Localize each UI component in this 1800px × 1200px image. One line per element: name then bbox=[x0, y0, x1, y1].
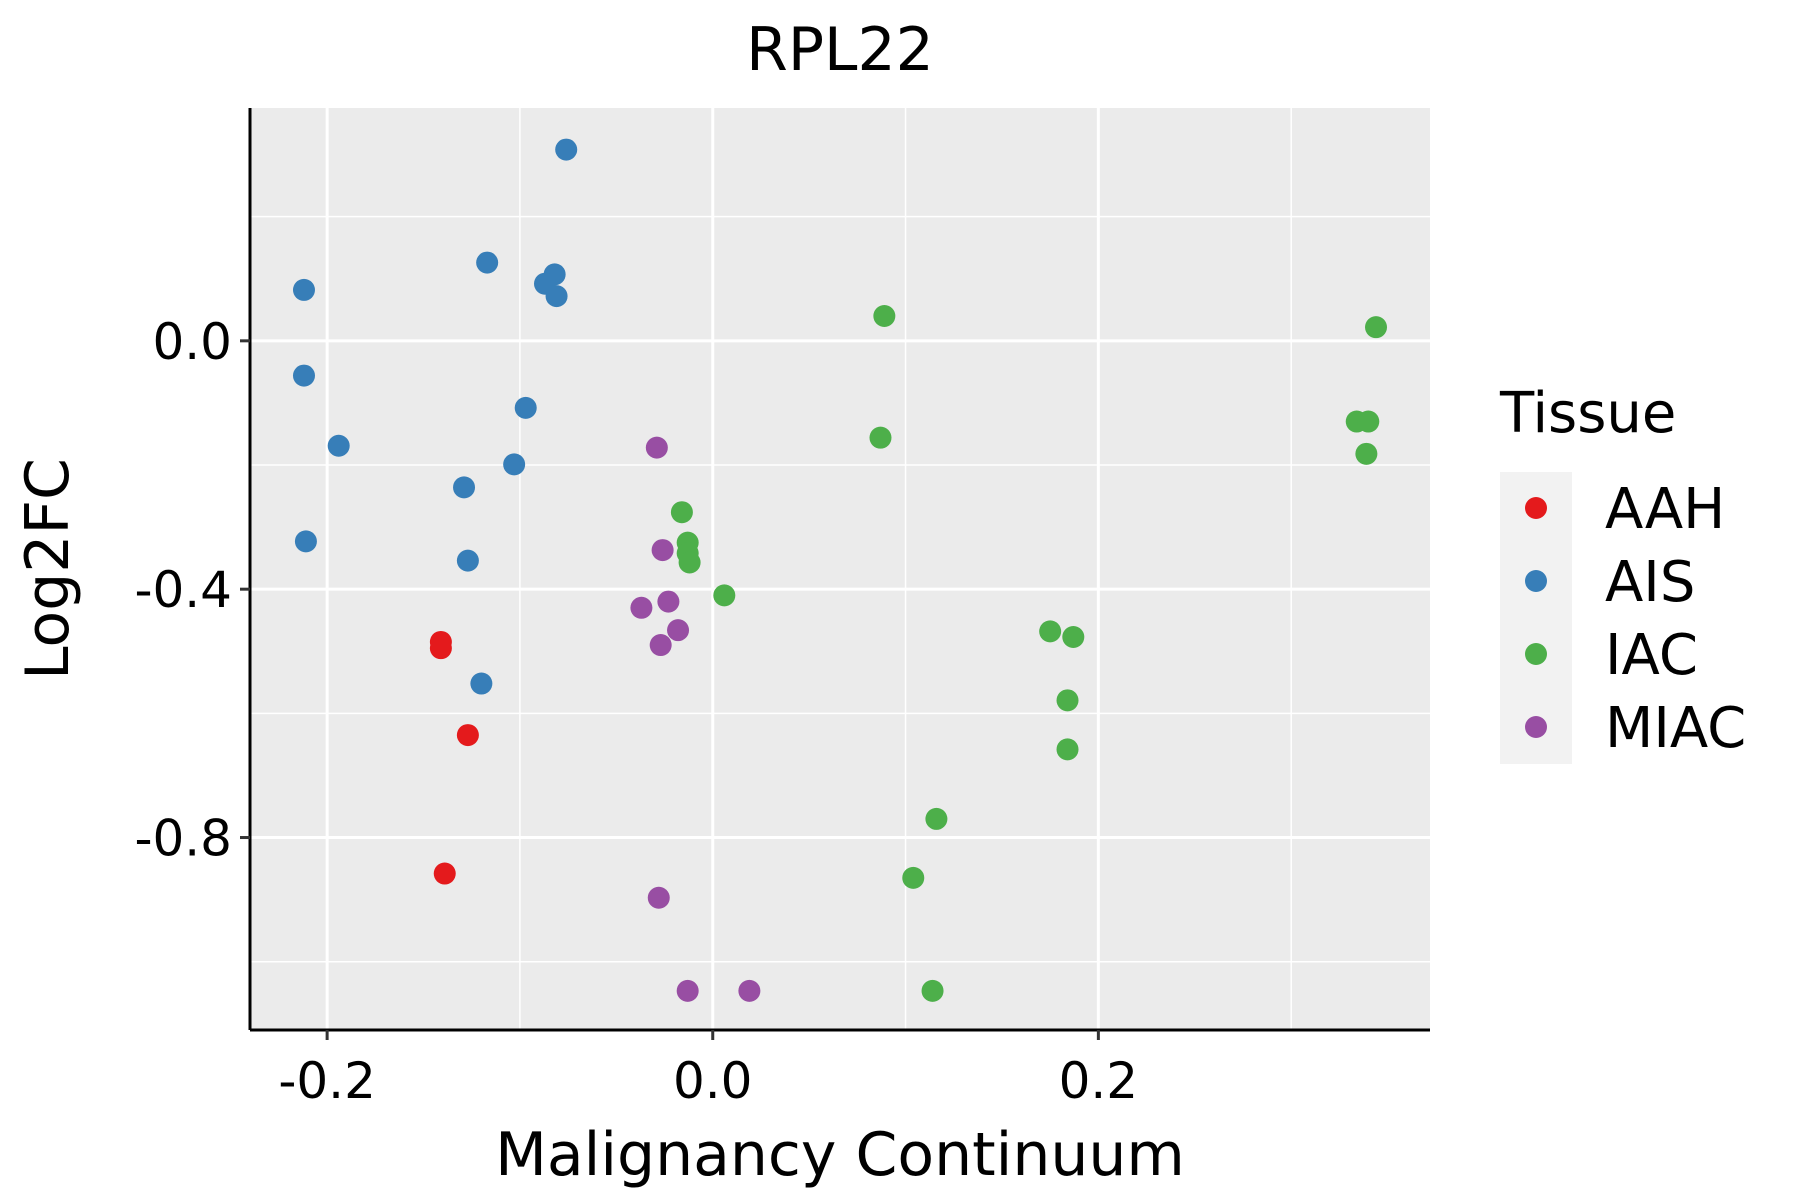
point-aah-1 bbox=[429, 637, 452, 660]
point-miac-6 bbox=[647, 886, 670, 909]
point-aah-3 bbox=[433, 862, 456, 885]
point-iac-14 bbox=[1056, 738, 1079, 761]
point-ais-4 bbox=[545, 285, 568, 308]
legend-label-aah: AAH bbox=[1605, 477, 1725, 542]
point-iac-10 bbox=[713, 584, 736, 607]
legend-swatch-miac bbox=[1525, 716, 1547, 738]
legend-title: Tissue bbox=[1499, 381, 1676, 446]
point-iac-4 bbox=[1355, 442, 1378, 465]
point-ais-6 bbox=[292, 364, 315, 387]
point-miac-4 bbox=[667, 619, 690, 642]
point-iac-9 bbox=[678, 551, 701, 574]
point-ais-12 bbox=[456, 549, 479, 572]
point-iac-15 bbox=[925, 807, 948, 830]
legend-label-ais: AIS bbox=[1605, 550, 1695, 615]
point-ais-11 bbox=[294, 530, 317, 553]
legend-swatch-iac bbox=[1525, 643, 1547, 665]
point-iac-16 bbox=[902, 866, 925, 889]
point-miac-3 bbox=[657, 590, 680, 613]
legend-key-background bbox=[1500, 472, 1572, 764]
legend-swatch-aah bbox=[1525, 497, 1547, 519]
plot-panel bbox=[250, 108, 1430, 1030]
legend: Tissue AAH AIS IAC MIAC bbox=[1499, 381, 1746, 764]
point-iac-12 bbox=[1062, 625, 1085, 648]
x-tick-label-0: -0.2 bbox=[278, 1052, 376, 1110]
point-ais-5 bbox=[292, 278, 315, 301]
x-axis-title: Malignancy Continuum bbox=[495, 1120, 1185, 1190]
point-iac-5 bbox=[869, 426, 892, 449]
data-points bbox=[292, 138, 1388, 1002]
chart-title: RPL22 bbox=[746, 15, 934, 85]
point-ais-10 bbox=[453, 476, 476, 499]
point-miac-7 bbox=[676, 979, 699, 1002]
point-iac-6 bbox=[670, 501, 693, 524]
x-axis-ticks: -0.2 0.0 0.2 bbox=[278, 1030, 1138, 1110]
point-iac-3 bbox=[1357, 410, 1380, 433]
y-axis-ticks: 0.0 -0.4 -0.8 bbox=[134, 313, 250, 868]
legend-label-miac: MIAC bbox=[1605, 696, 1746, 761]
point-miac-8 bbox=[738, 979, 761, 1002]
point-iac-0 bbox=[873, 304, 896, 327]
point-ais-1 bbox=[476, 251, 499, 274]
point-ais-7 bbox=[514, 396, 537, 419]
point-miac-1 bbox=[651, 539, 674, 562]
point-miac-2 bbox=[630, 596, 653, 619]
point-ais-9 bbox=[503, 453, 526, 476]
y-tick-label-2: -0.8 bbox=[134, 810, 232, 868]
minor-gridlines bbox=[250, 108, 1430, 1030]
legend-swatch-ais bbox=[1525, 570, 1547, 592]
legend-items: AAH AIS IAC MIAC bbox=[1525, 477, 1746, 761]
legend-label-iac: IAC bbox=[1605, 623, 1698, 688]
point-ais-13 bbox=[470, 672, 493, 695]
point-miac-0 bbox=[645, 436, 668, 459]
point-ais-8 bbox=[327, 434, 350, 457]
x-tick-label-2: 0.2 bbox=[1059, 1052, 1139, 1110]
point-iac-11 bbox=[1039, 620, 1062, 643]
point-iac-13 bbox=[1056, 689, 1079, 712]
point-aah-2 bbox=[456, 724, 479, 747]
point-miac-5 bbox=[649, 634, 672, 657]
point-iac-1 bbox=[1365, 316, 1388, 339]
y-tick-label-1: -0.4 bbox=[134, 561, 232, 619]
x-tick-label-1: 0.0 bbox=[673, 1052, 753, 1110]
major-gridlines bbox=[250, 108, 1430, 1030]
y-tick-label-0: 0.0 bbox=[152, 313, 232, 371]
point-iac-17 bbox=[921, 979, 944, 1002]
y-axis-title: Log2FC bbox=[13, 458, 83, 680]
point-ais-0 bbox=[555, 138, 578, 161]
